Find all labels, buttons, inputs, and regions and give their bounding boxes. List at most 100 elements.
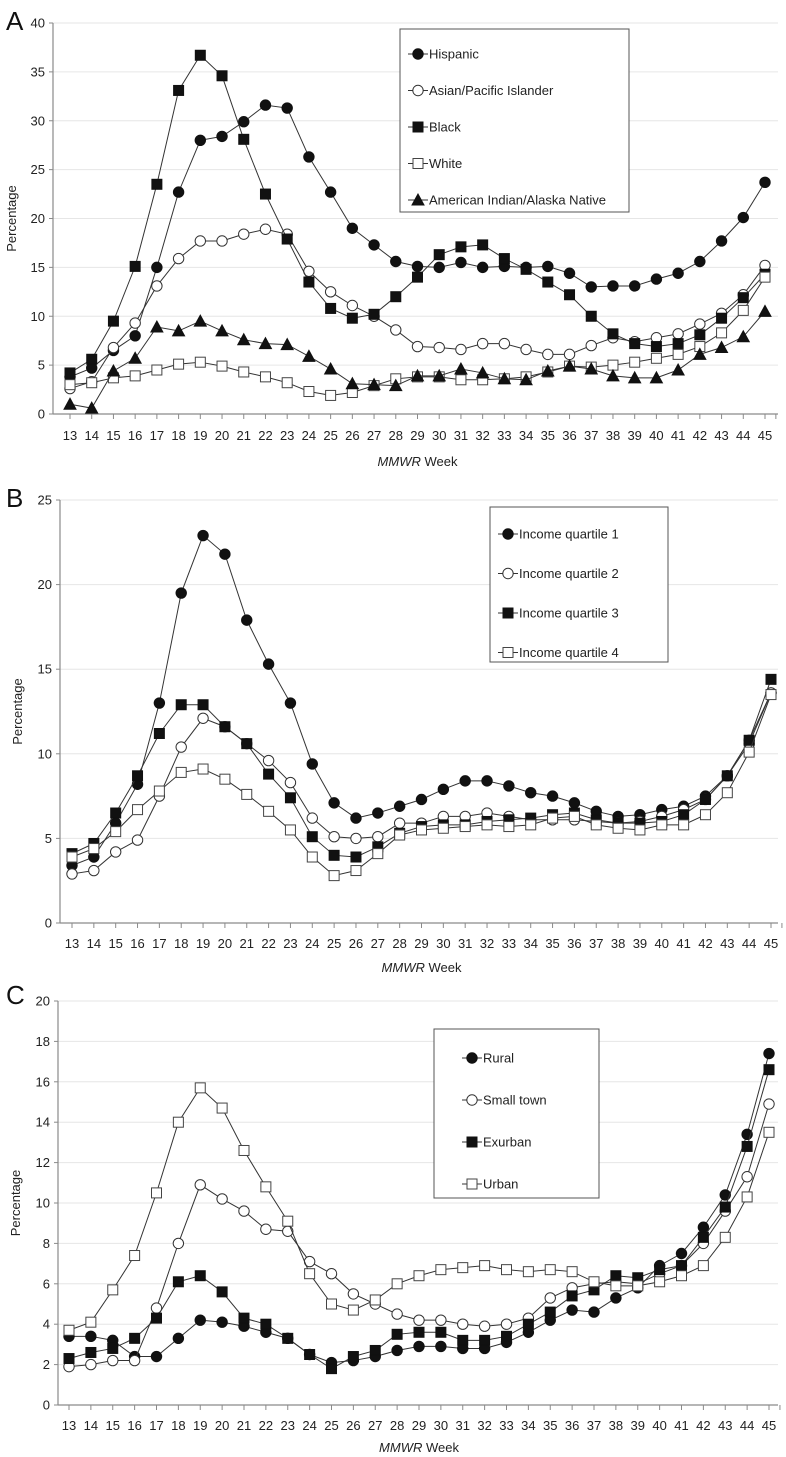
data-point: [259, 188, 271, 200]
data-point: [522, 1266, 534, 1278]
data-point: [262, 658, 275, 670]
data-point: [175, 699, 187, 711]
x-tick-label: 34: [519, 428, 533, 443]
data-point: [520, 263, 532, 275]
data-point: [194, 1082, 206, 1094]
data-point: [676, 1270, 687, 1282]
data-point: [306, 831, 318, 843]
data-point: [481, 775, 493, 787]
data-point: [721, 787, 733, 799]
x-tick-label: 36: [567, 936, 581, 951]
data-point: [672, 328, 684, 340]
data-point: [697, 1231, 709, 1243]
data-point: [241, 614, 253, 626]
data-point: [481, 819, 493, 831]
data-point: [197, 529, 209, 542]
data-point: [562, 359, 577, 372]
data-point: [694, 318, 706, 330]
x-tick-label: 44: [736, 428, 750, 443]
legend-item: Hispanic: [408, 47, 479, 62]
x-tick-label: 27: [368, 1418, 382, 1433]
data-point: [107, 341, 120, 354]
x-tick-label: 37: [589, 936, 603, 951]
data-point: [323, 361, 338, 375]
data-point: [435, 1264, 447, 1276]
data-point: [498, 253, 510, 265]
data-point: [433, 341, 445, 354]
data-point: [110, 807, 122, 819]
x-tick-label: 19: [193, 428, 207, 443]
data-point: [172, 1116, 184, 1128]
y-tick-label: 14: [36, 1115, 50, 1130]
data-point: [433, 261, 445, 274]
x-tick-label: 26: [349, 936, 363, 951]
data-point: [435, 1326, 447, 1338]
data-point: [219, 773, 231, 785]
data-point: [627, 370, 642, 384]
data-point: [393, 800, 406, 812]
data-point: [699, 793, 711, 805]
x-tick-label: 34: [521, 1418, 535, 1433]
panel-letter: C: [6, 980, 25, 1010]
x-tick-label: 15: [106, 428, 120, 443]
legend-marker-icon: [411, 192, 425, 206]
legend: Income quartile 1 Income quartile 2 Income…: [489, 506, 669, 663]
x-tick-label: 22: [259, 1418, 273, 1433]
data-point: [216, 235, 228, 247]
x-tick-label: 32: [475, 428, 489, 443]
data-point: [347, 1351, 359, 1363]
x-tick-label: 24: [302, 1418, 316, 1433]
y-tick-label: 12: [36, 1155, 50, 1170]
data-point: [107, 1354, 119, 1367]
y-tick-label: 35: [31, 64, 45, 79]
x-tick-label: 39: [633, 936, 647, 951]
x-tick-label: 25: [327, 936, 341, 951]
data-point: [131, 834, 144, 846]
data-point: [324, 186, 337, 198]
legend-item: Income quartile 1: [498, 527, 619, 542]
data-point: [412, 271, 423, 283]
legend-marker-icon: [466, 1136, 478, 1148]
data-point: [588, 1306, 600, 1318]
data-point: [64, 367, 76, 379]
data-point: [260, 1181, 272, 1193]
x-tick-label: 13: [63, 428, 77, 443]
data-point: [106, 363, 121, 377]
series-urban: [63, 1082, 775, 1336]
y-tick-label: 18: [36, 1034, 50, 1049]
x-tick-label: 16: [127, 1418, 141, 1433]
data-point: [128, 1354, 141, 1367]
data-point: [437, 822, 449, 834]
x-tick-label: 27: [371, 936, 385, 951]
x-tick-label: 22: [258, 428, 272, 443]
data-point: [437, 783, 450, 796]
data-point: [585, 310, 597, 322]
data-point: [241, 788, 253, 800]
data-point: [153, 697, 166, 709]
data-point: [455, 343, 467, 356]
data-point: [259, 371, 271, 383]
data-point: [741, 1191, 753, 1203]
data-point: [629, 356, 641, 368]
data-point: [306, 758, 318, 770]
data-point: [612, 822, 624, 834]
y-tick-label: 30: [31, 113, 45, 128]
data-point: [498, 337, 511, 350]
legend-item: Income quartile 3: [498, 606, 619, 621]
data-point: [693, 347, 707, 360]
data-point: [151, 1187, 162, 1199]
x-tick-label: 15: [108, 936, 122, 951]
legend: Rural Small town Exurban Urban: [433, 1028, 600, 1199]
legend-marker-icon: [412, 121, 424, 133]
x-tick-label: 20: [218, 936, 232, 951]
data-point: [172, 252, 185, 265]
x-tick-label: 13: [65, 936, 79, 951]
data-point: [672, 338, 684, 350]
data-point: [391, 1308, 403, 1320]
data-point: [372, 807, 384, 819]
data-point: [547, 812, 559, 824]
data-point: [590, 819, 602, 831]
data-point: [151, 364, 163, 376]
data-point: [216, 1316, 228, 1328]
